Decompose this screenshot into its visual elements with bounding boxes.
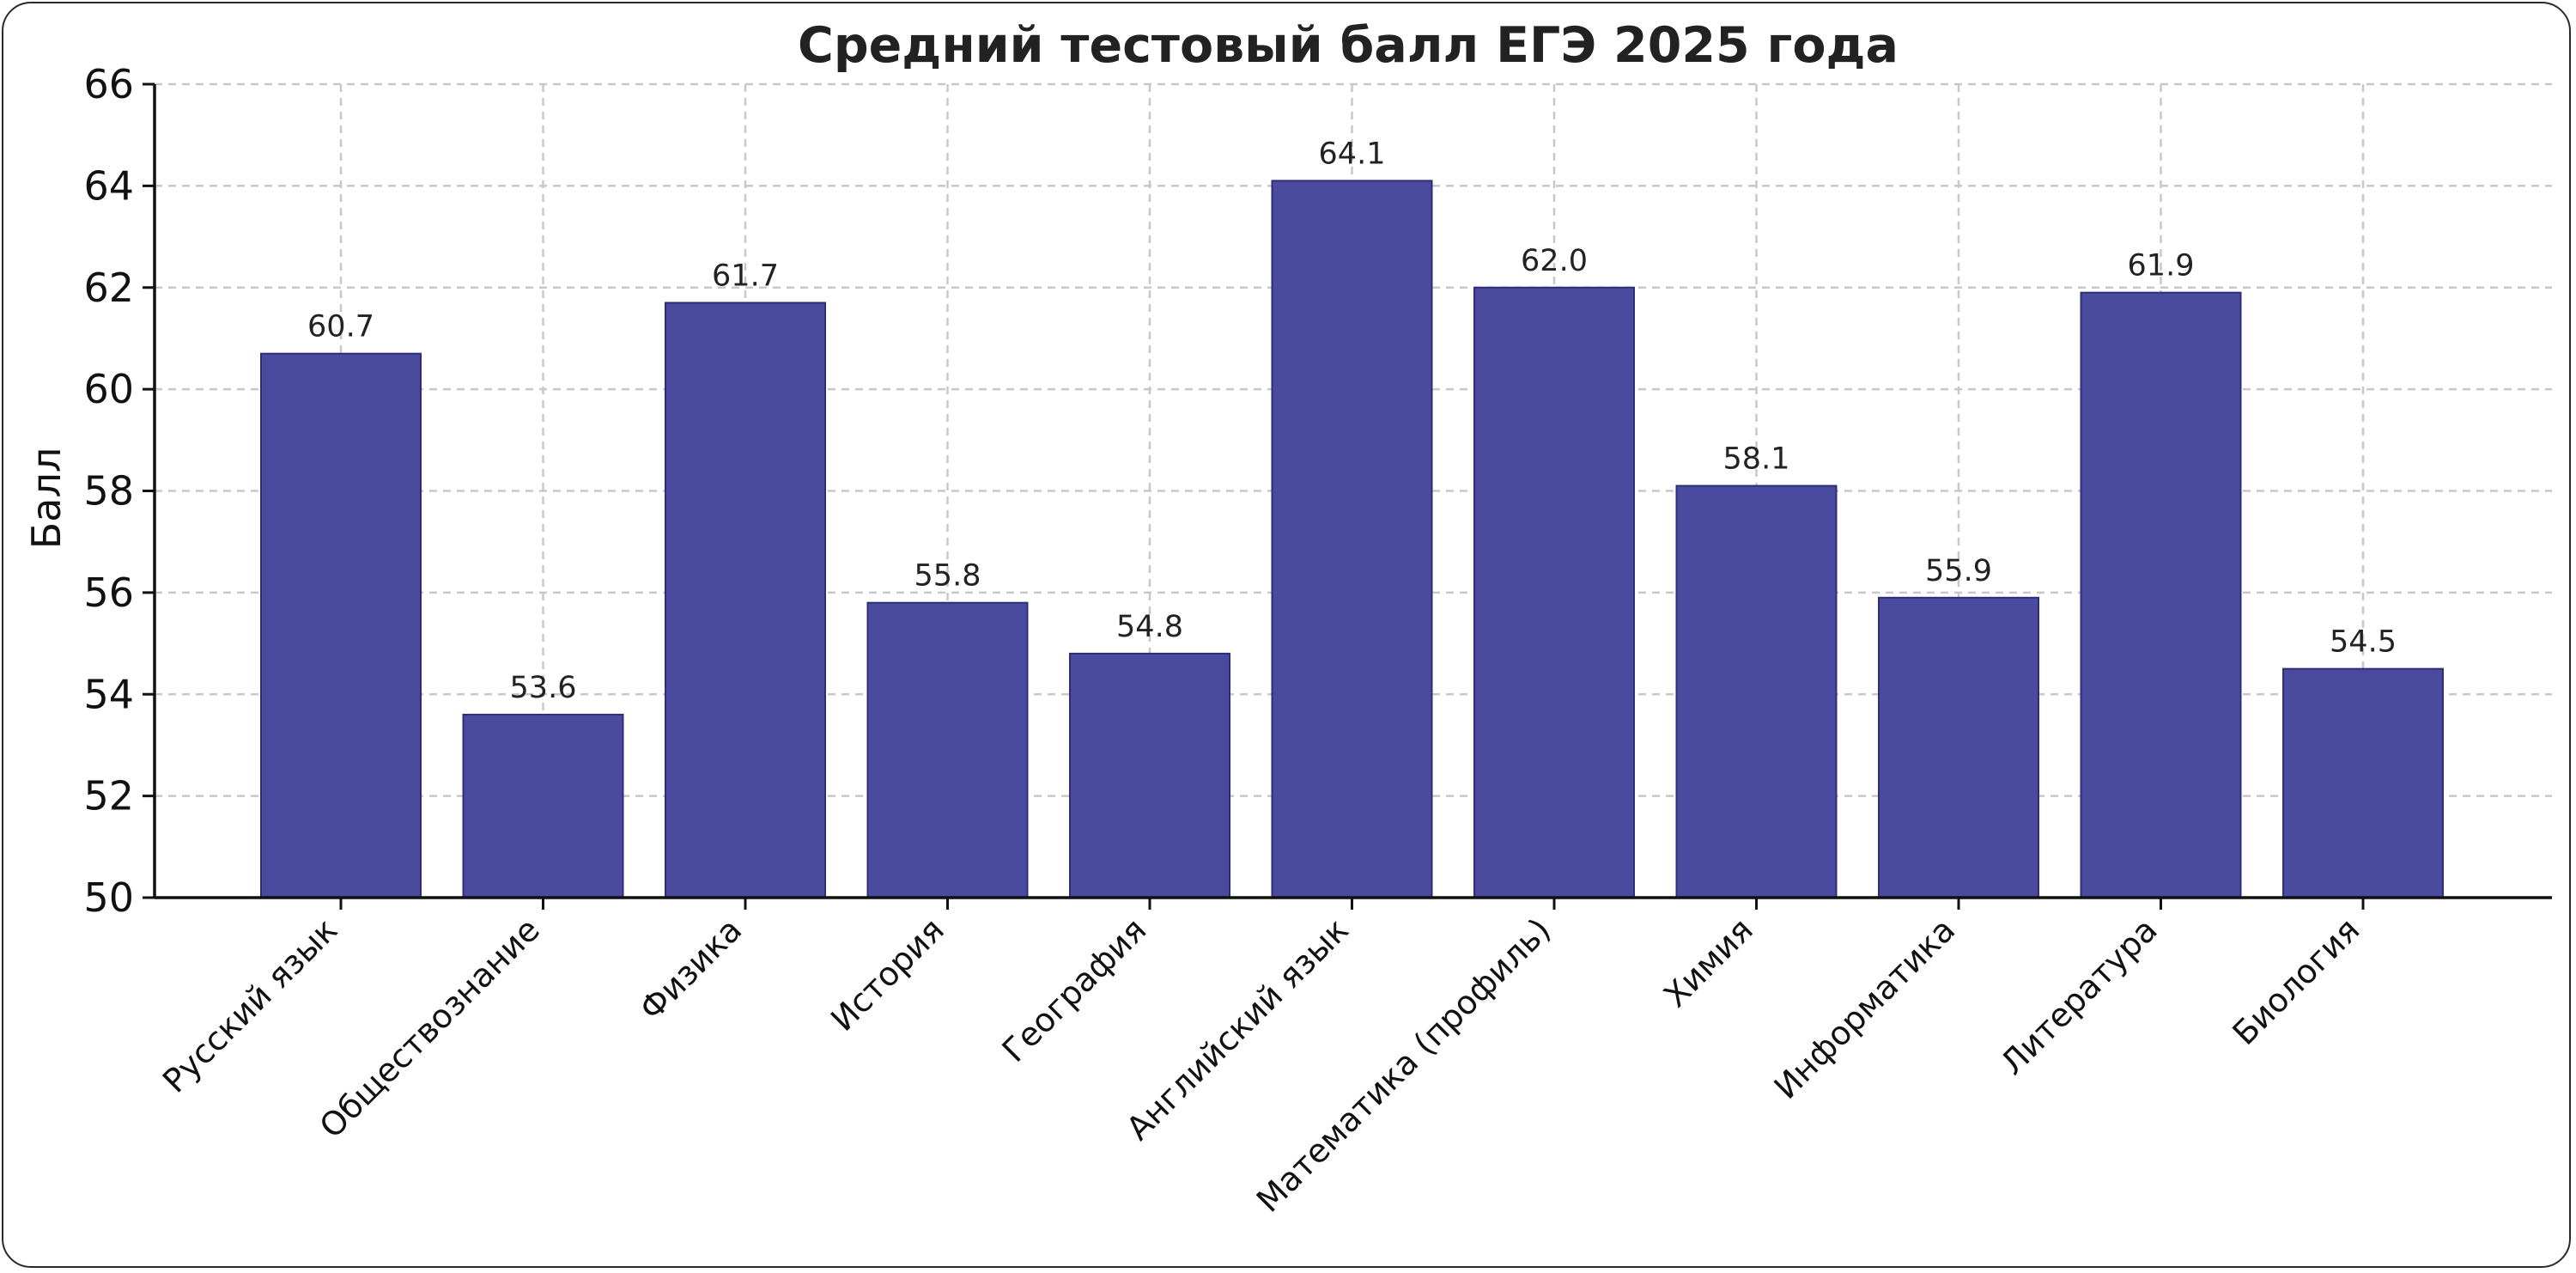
y-tick-label: 58: [83, 468, 134, 515]
y-tick-label: 54: [83, 671, 134, 717]
bar-value-label: 61.7: [712, 259, 779, 294]
chart-title: Средний тестовый балл ЕГЭ 2025 года: [798, 17, 1899, 74]
bar-value-label: 54.8: [1116, 610, 1183, 644]
bar: [2282, 667, 2444, 898]
bar: [1069, 652, 1230, 899]
bar-value-label: 54.5: [2330, 625, 2397, 660]
y-tick-label: 56: [83, 570, 134, 616]
bar-value-label: 55.9: [1925, 554, 1992, 588]
bar: [462, 713, 624, 898]
bar-value-label: 64.1: [1319, 137, 1386, 171]
bar-value-label: 58.1: [1723, 442, 1790, 477]
x-tick-label: Биология: [2226, 911, 2367, 1052]
bar-value-label: 60.7: [307, 310, 374, 344]
y-tick-label: 62: [83, 265, 134, 311]
bar: [1473, 286, 1635, 898]
bar: [260, 352, 422, 899]
bar: [2080, 291, 2242, 898]
bar-value-label: 55.8: [914, 559, 981, 594]
y-tick-label: 60: [83, 366, 134, 412]
bar-value-label: 53.6: [510, 671, 577, 705]
x-tick-label: Информатика: [1767, 911, 1963, 1106]
x-tick-label: Химия: [1656, 911, 1760, 1014]
y-axis-label: Балл: [23, 448, 70, 550]
y-tick-label: 64: [83, 162, 134, 209]
bar-value-label: 62.0: [1521, 244, 1588, 278]
x-tick-label: Русский язык: [155, 911, 344, 1099]
x-tick-label: География: [995, 911, 1154, 1069]
y-tick-label: 52: [83, 773, 134, 819]
bar: [1271, 180, 1433, 899]
bars: [260, 180, 2444, 899]
x-tick-label: Физика: [632, 911, 749, 1027]
labels: 50 52 54 56 58 60 62 64 66 60.7 Русский язык 53.6 Об…: [83, 61, 2397, 1220]
x-tick-label: Литература: [1993, 911, 2165, 1082]
x-tick-label: Обществознание: [313, 911, 547, 1145]
bar-value-label: 61.9: [2128, 249, 2195, 283]
bar: [1675, 484, 1838, 898]
bar: [866, 601, 1029, 899]
y-tick-label: 66: [83, 61, 134, 107]
x-tick-label: История: [823, 911, 951, 1038]
x-tick-label: Английский язык: [1119, 911, 1356, 1148]
bar: [665, 302, 826, 899]
bar: [1878, 596, 2039, 898]
y-tick-label: 50: [83, 874, 134, 921]
axes: [143, 82, 2552, 910]
